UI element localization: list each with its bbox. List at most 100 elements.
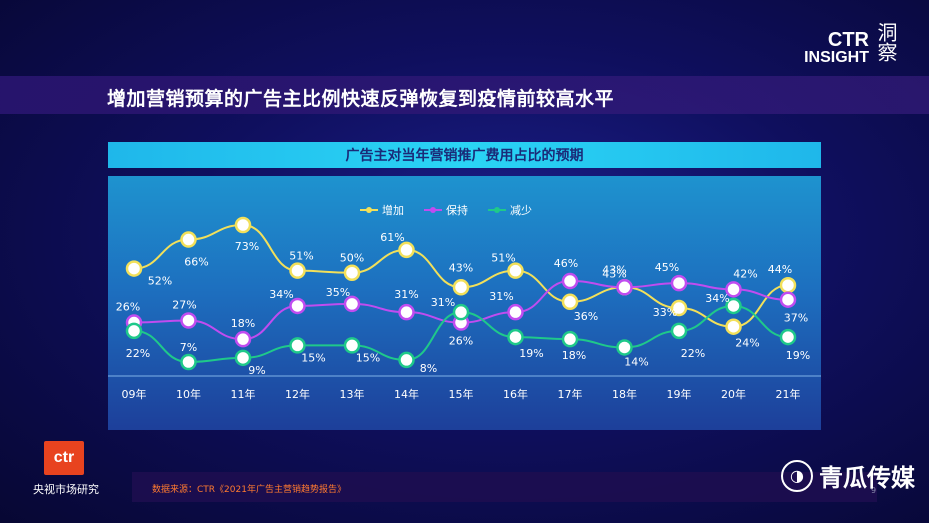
data-label: 31%	[489, 290, 513, 303]
source-note: 数据来源：CTR《2021年广告主营销趋势报告》	[152, 485, 346, 495]
data-point	[180, 353, 197, 371]
data-point	[779, 276, 797, 294]
data-label: 43%	[449, 261, 473, 274]
data-label: 45%	[655, 261, 679, 274]
x-tick-label: 15年	[449, 387, 474, 401]
data-point	[561, 293, 579, 311]
legend-label-maintain: 保持	[446, 204, 468, 217]
data-point	[779, 328, 797, 346]
legend-label-increase: 增加	[382, 204, 404, 217]
data-point	[180, 312, 197, 329]
brand-name: 青瓜传媒	[819, 464, 915, 492]
legend-swatch-increase	[360, 207, 378, 213]
x-tick-label: 16年	[503, 387, 528, 401]
data-label: 18%	[562, 349, 586, 362]
data-point	[234, 330, 252, 348]
x-tick-label: 20年	[721, 387, 746, 401]
x-tick-label: 18年	[612, 387, 637, 401]
data-label: 36%	[574, 310, 598, 323]
data-point	[561, 272, 579, 290]
x-tick-label: 09年	[122, 387, 147, 401]
data-label: 31%	[431, 296, 455, 309]
data-point	[343, 264, 361, 281]
chart-title: 广告主对当年营销推广费用占比的预期	[345, 148, 584, 164]
x-tick-label: 21年	[776, 387, 801, 401]
data-label: 51%	[491, 252, 515, 265]
data-label: 8%	[420, 362, 437, 375]
data-label: 66%	[184, 256, 208, 269]
data-point	[616, 339, 633, 356]
legend-swatch-decrease	[488, 207, 506, 213]
data-point	[725, 318, 742, 335]
data-label: 43%	[602, 267, 626, 280]
chart-legend: 增加 保持 减少	[360, 202, 532, 218]
data-point	[670, 274, 688, 292]
brand-logo: ◑ 青瓜传媒	[781, 458, 915, 493]
data-point	[343, 295, 361, 313]
data-label: 14%	[624, 355, 648, 368]
ctr-logo: ctr	[44, 441, 84, 475]
company-name: 央视市场研究	[33, 483, 99, 496]
data-point	[234, 216, 252, 234]
data-point	[779, 291, 797, 308]
data-point	[670, 299, 688, 317]
data-label: 19%	[786, 349, 810, 362]
x-tick-label: 12年	[285, 387, 310, 401]
legend-item-decrease: 减少	[488, 202, 532, 218]
data-label: 22%	[126, 347, 150, 360]
data-label: 51%	[289, 250, 313, 263]
x-tick-label: 17年	[558, 387, 583, 401]
data-label: 15%	[356, 351, 380, 364]
x-tick-label: 11年	[231, 387, 256, 401]
data-label: 52%	[148, 275, 172, 288]
data-label: 37%	[784, 312, 808, 325]
legend-item-maintain: 保持	[424, 202, 468, 218]
x-tick-label: 13年	[340, 387, 365, 401]
data-label: 18%	[231, 317, 255, 330]
data-label: 24%	[735, 337, 759, 350]
data-label: 44%	[768, 263, 792, 276]
data-point	[343, 337, 361, 354]
data-label: 46%	[554, 257, 578, 270]
data-point	[234, 349, 252, 367]
x-tick-label: 14年	[394, 387, 419, 401]
data-point	[125, 260, 143, 277]
data-point	[616, 279, 633, 296]
title-band	[0, 76, 929, 114]
data-point	[289, 262, 306, 279]
data-point	[561, 330, 579, 348]
logo-insight-text: INSIGHT	[804, 49, 869, 66]
x-tick-label: 19年	[667, 387, 692, 401]
data-point	[125, 322, 143, 340]
data-label: 73%	[235, 240, 259, 253]
data-point	[670, 322, 688, 340]
data-label: 34%	[269, 288, 293, 301]
data-point	[180, 231, 197, 248]
page-title: 增加营销预算的广告主比例快速反弹恢复到疫情前较高水平	[107, 88, 615, 110]
data-label: 7%	[180, 341, 197, 354]
data-point	[398, 241, 415, 259]
chart-panel	[108, 176, 821, 430]
footer-bar	[132, 472, 877, 502]
data-label: 15%	[301, 351, 325, 364]
data-point	[725, 281, 742, 298]
data-point	[452, 303, 470, 321]
data-point	[507, 262, 524, 279]
data-label: 61%	[380, 231, 404, 244]
page-number: 9	[871, 486, 877, 495]
data-point	[289, 297, 306, 315]
data-point	[507, 303, 524, 321]
data-label: 31%	[394, 288, 418, 301]
logo-ctr-text: CTR	[827, 29, 869, 51]
data-label: 43%	[602, 263, 626, 276]
data-label: 19%	[519, 347, 543, 360]
data-label: 35%	[326, 286, 350, 299]
legend-item-increase: 增加	[360, 202, 404, 218]
legend-swatch-maintain	[424, 207, 442, 213]
data-point	[398, 303, 415, 321]
ctr-insight-logo: CTR INSIGHT	[804, 30, 869, 66]
data-label: 27%	[172, 298, 196, 311]
data-label: 50%	[340, 252, 364, 265]
data-point	[507, 328, 524, 346]
